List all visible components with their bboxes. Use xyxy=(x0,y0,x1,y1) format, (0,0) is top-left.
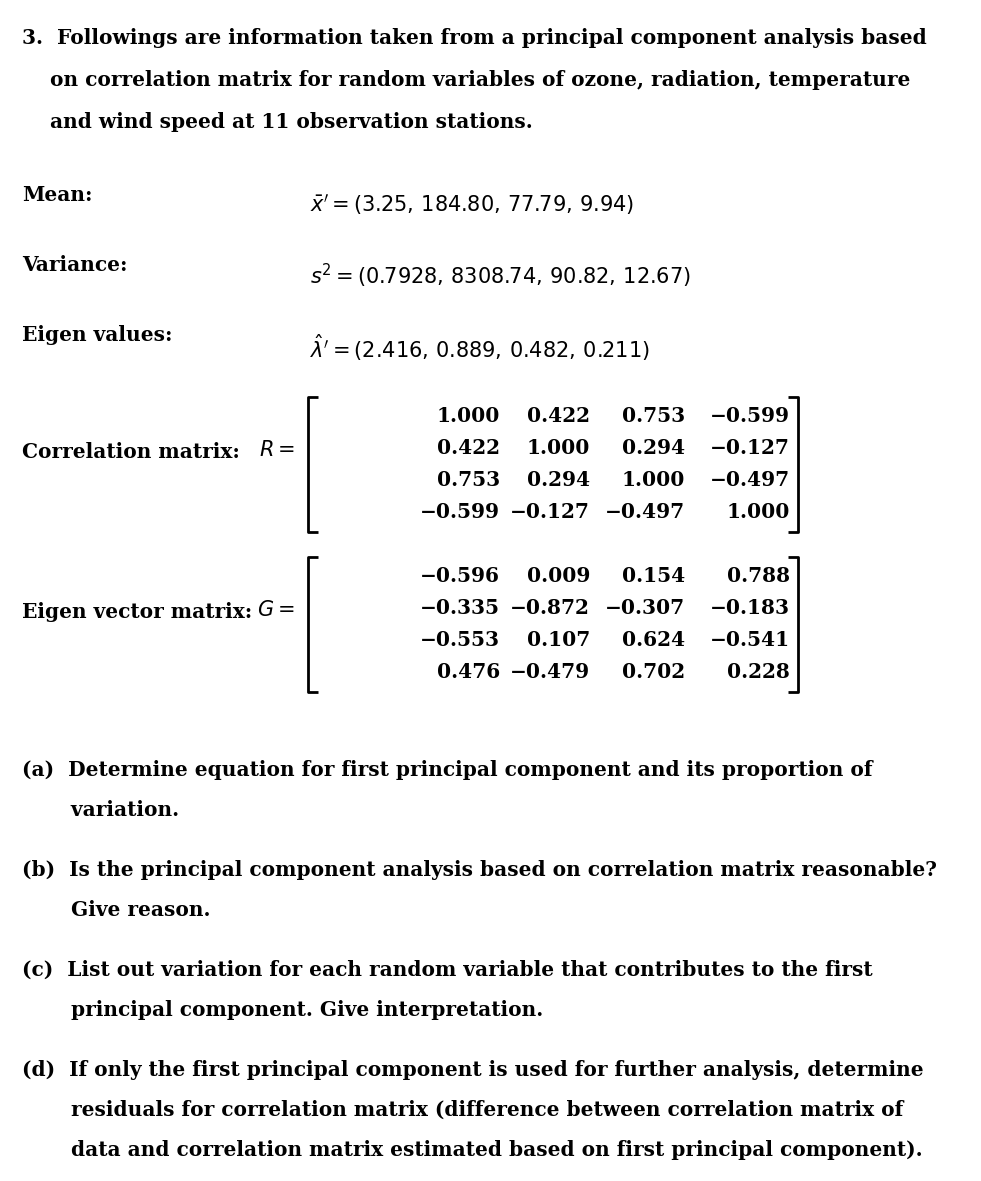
Text: 0.476: 0.476 xyxy=(437,663,500,681)
Text: 1.000: 1.000 xyxy=(437,406,500,426)
Text: 1.000: 1.000 xyxy=(527,438,590,458)
Text: and wind speed at 11 observation stations.: and wind speed at 11 observation station… xyxy=(22,112,533,132)
Text: (b)  Is the principal component analysis based on correlation matrix reasonable?: (b) Is the principal component analysis … xyxy=(22,860,937,880)
Text: −0.183: −0.183 xyxy=(710,598,790,618)
Text: $\hat{\lambda}' = (2.416,\,0.889,\,0.482,\,0.211)$: $\hat{\lambda}' = (2.416,\,0.889,\,0.482… xyxy=(310,332,650,363)
Text: 3.  Followings are information taken from a principal component analysis based: 3. Followings are information taken from… xyxy=(22,28,927,48)
Text: 0.788: 0.788 xyxy=(727,566,790,586)
Text: −0.307: −0.307 xyxy=(605,598,685,618)
Text: −0.479: −0.479 xyxy=(510,663,590,681)
Text: 0.753: 0.753 xyxy=(437,470,500,490)
Text: (d)  If only the first principal component is used for further analysis, determi: (d) If only the first principal componen… xyxy=(22,1061,924,1079)
Text: −0.127: −0.127 xyxy=(710,438,790,458)
Text: −0.335: −0.335 xyxy=(420,598,500,618)
Text: 0.422: 0.422 xyxy=(437,438,500,458)
Text: −0.599: −0.599 xyxy=(420,502,500,522)
Text: −0.127: −0.127 xyxy=(510,502,590,522)
Text: −0.596: −0.596 xyxy=(420,566,500,586)
Text: −0.872: −0.872 xyxy=(510,598,590,618)
Text: 0.154: 0.154 xyxy=(622,566,685,586)
Text: data and correlation matrix estimated based on first principal component).: data and correlation matrix estimated ba… xyxy=(22,1140,922,1160)
Text: 0.294: 0.294 xyxy=(622,438,685,458)
Text: −0.599: −0.599 xyxy=(710,406,790,426)
Text: Variance:: Variance: xyxy=(22,255,128,275)
Text: −0.497: −0.497 xyxy=(605,502,685,522)
Text: Eigen values:: Eigen values: xyxy=(22,325,173,345)
Text: 1.000: 1.000 xyxy=(622,470,685,490)
Text: (c)  List out variation for each random variable that contributes to the first: (c) List out variation for each random v… xyxy=(22,960,873,980)
Text: 1.000: 1.000 xyxy=(727,502,790,522)
Text: 0.753: 0.753 xyxy=(622,406,685,426)
Text: variation.: variation. xyxy=(22,800,180,820)
Text: Eigen vector matrix:: Eigen vector matrix: xyxy=(22,602,252,622)
Text: $s^2 = (0.7928,\,8308.74,\,90.82,\,12.67)$: $s^2 = (0.7928,\,8308.74,\,90.82,\,12.67… xyxy=(310,262,691,291)
Text: (a)  Determine equation for first principal component and its proportion of: (a) Determine equation for first princip… xyxy=(22,761,872,779)
Text: 0.702: 0.702 xyxy=(622,663,685,681)
Text: −0.553: −0.553 xyxy=(420,629,500,650)
Text: principal component. Give interpretation.: principal component. Give interpretation… xyxy=(22,1000,543,1020)
Text: residuals for correlation matrix (difference between correlation matrix of: residuals for correlation matrix (differ… xyxy=(22,1100,904,1120)
Text: Mean:: Mean: xyxy=(22,185,92,205)
Text: 0.107: 0.107 xyxy=(527,629,590,650)
Text: 0.009: 0.009 xyxy=(527,566,590,586)
Text: 0.422: 0.422 xyxy=(527,406,590,426)
Text: on correlation matrix for random variables of ozone, radiation, temperature: on correlation matrix for random variabl… xyxy=(22,70,910,90)
Text: $G = $: $G = $ xyxy=(257,600,295,620)
Text: 0.624: 0.624 xyxy=(622,629,685,650)
Text: 0.294: 0.294 xyxy=(527,470,590,490)
Text: $R = $: $R = $ xyxy=(259,441,295,461)
Text: 0.228: 0.228 xyxy=(727,663,790,681)
Text: −0.541: −0.541 xyxy=(710,629,790,650)
Text: Give reason.: Give reason. xyxy=(22,900,211,920)
Text: −0.497: −0.497 xyxy=(710,470,790,490)
Text: Correlation matrix:: Correlation matrix: xyxy=(22,442,240,462)
Text: $\bar{x}' = (3.25,\,184.80,\,77.79,\,9.94)$: $\bar{x}' = (3.25,\,184.80,\,77.79,\,9.9… xyxy=(310,193,635,217)
